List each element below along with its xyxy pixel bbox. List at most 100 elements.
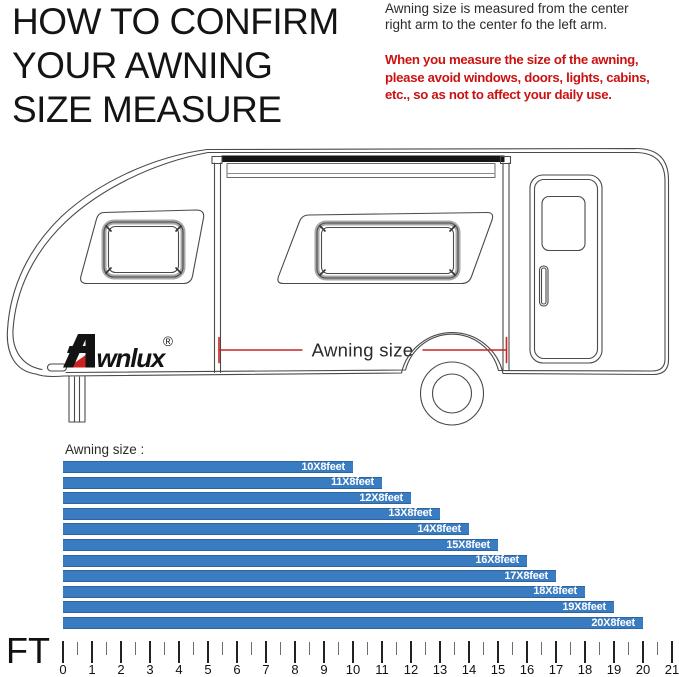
door-outer [529, 174, 603, 364]
middle-window-corner-marks [319, 225, 456, 276]
axis-tick-2 [119, 641, 123, 663]
axis-tick-17 [554, 641, 558, 663]
axis-tick-label-7: 7 [262, 662, 270, 677]
axis-minor-tick [279, 642, 282, 655]
bar-label: 11X8feet [330, 476, 374, 489]
door-inner [533, 178, 599, 360]
axis-tick-label-15: 15 [490, 662, 506, 677]
axis-tick-label-10: 10 [345, 662, 361, 677]
axis-tick-label-9: 9 [320, 662, 328, 677]
axis-minor-tick [598, 642, 601, 655]
axis-tick-13 [438, 641, 442, 663]
axis-tick-20 [641, 641, 645, 663]
axis-minor-tick [337, 642, 340, 655]
awning-roller-bar [221, 155, 505, 162]
axis-tick-label-21: 21 [664, 662, 679, 677]
axis-minor-tick [221, 642, 224, 655]
axis-tick-label-5: 5 [204, 662, 212, 677]
measure-line: Awning size [218, 336, 508, 364]
axis-tick-15 [496, 641, 500, 663]
axis-minor-tick [134, 642, 137, 655]
axis-tick-label-3: 3 [146, 662, 154, 677]
axis-tick-6 [235, 641, 239, 663]
bar-label: 19X8feet [562, 600, 606, 613]
bar-label: 20X8feet [591, 616, 635, 629]
axis-tick-label-0: 0 [59, 662, 67, 677]
chart-bar-12X8feet: 12X8feet [63, 491, 411, 505]
page-title: HOW TO CONFIRM YOUR AWNING SIZE MEASURE [12, 1, 339, 130]
front-window [80, 209, 205, 285]
caravan-body [6, 147, 670, 378]
chart-bar-16X8feet: 16X8feet [63, 554, 527, 567]
awning-case [226, 163, 496, 178]
axis-tick-0 [61, 641, 65, 663]
wheel-hub [431, 373, 473, 414]
axis-tick-9 [322, 641, 326, 663]
axis-minor-tick [250, 642, 253, 655]
door-window [541, 195, 586, 252]
door [529, 174, 603, 364]
axis-tick-16 [525, 641, 529, 663]
axis-minor-tick [656, 642, 659, 655]
bar-label: 10X8feet [301, 460, 345, 473]
axis-minor-tick [424, 642, 427, 655]
axis-tick-label-12: 12 [403, 662, 419, 677]
body-inner-line [12, 151, 666, 374]
brand-logo: wnlux ® [63, 334, 173, 373]
logo-a-crossbar [67, 346, 86, 353]
axis-minor-tick [395, 642, 398, 655]
measure-note: Awning size is measured from the center … [385, 1, 629, 32]
chart-bar-18X8feet: 18X8feet [63, 585, 585, 598]
axis-unit-label: FT [6, 630, 50, 671]
bar-label: 14X8feet [417, 522, 461, 535]
body-outer-line [6, 147, 670, 378]
middle-window-outer [277, 211, 494, 285]
axis-minor-tick [105, 642, 108, 655]
axis-tick-label-14: 14 [461, 662, 477, 677]
axis-tick-5 [206, 641, 210, 663]
awning-arm-right [499, 155, 512, 372]
axis-minor-tick [76, 642, 79, 655]
arm-top-bracket-left [211, 155, 223, 165]
axis-tick-19 [612, 641, 616, 663]
axis-tick-label-16: 16 [519, 662, 535, 677]
chart-bar-11X8feet: 11X8feet [63, 476, 382, 489]
axis-minor-tick [482, 642, 485, 655]
axis-minor-tick [569, 642, 572, 655]
axis-tick-label-4: 4 [175, 662, 183, 677]
axis-tick-label-2: 2 [117, 662, 125, 677]
axis-tick-12 [409, 641, 413, 663]
front-window-frame [101, 219, 186, 280]
axis-tick-7 [264, 641, 268, 663]
chart-bar-17X8feet: 17X8feet [63, 570, 556, 583]
logo-a-stem [85, 334, 95, 368]
axis-tick-label-17: 17 [548, 662, 564, 677]
warning-note: When you measure the size of the awning,… [385, 52, 650, 102]
awning-size-chart: Awning size : 10X8feet 11X8feet 12X8feet 13… [0, 441, 679, 677]
wheel-tire [419, 361, 485, 426]
awning-arm-left [211, 155, 223, 374]
axis-tick-11 [380, 641, 384, 663]
axis-tick-10 [351, 641, 355, 663]
axis-minor-tick [453, 642, 456, 655]
axis-tick-label-6: 6 [233, 662, 241, 677]
axis-tick-label-8: 8 [291, 662, 299, 677]
axis-tick-label-13: 13 [432, 662, 448, 677]
bar-label: 12X8feet [359, 491, 403, 504]
bar-label: 13X8feet [388, 507, 432, 520]
chart-bar-19X8feet: 19X8feet [63, 600, 614, 614]
axis-tick-label-20: 20 [635, 662, 651, 677]
chart-bar-10X8feet: 10X8feet [63, 461, 353, 473]
awning-roller [221, 155, 505, 178]
front-window-corner-marks [105, 225, 182, 274]
axis-tick-8 [293, 641, 297, 663]
door-handle [538, 265, 549, 307]
axis-tick-4 [177, 641, 181, 663]
axis-minor-tick [163, 642, 166, 655]
axis-minor-tick [192, 642, 195, 655]
axis-minor-tick [540, 642, 543, 655]
axis-minor-tick [627, 642, 630, 655]
axis-tick-label-11: 11 [375, 662, 389, 677]
